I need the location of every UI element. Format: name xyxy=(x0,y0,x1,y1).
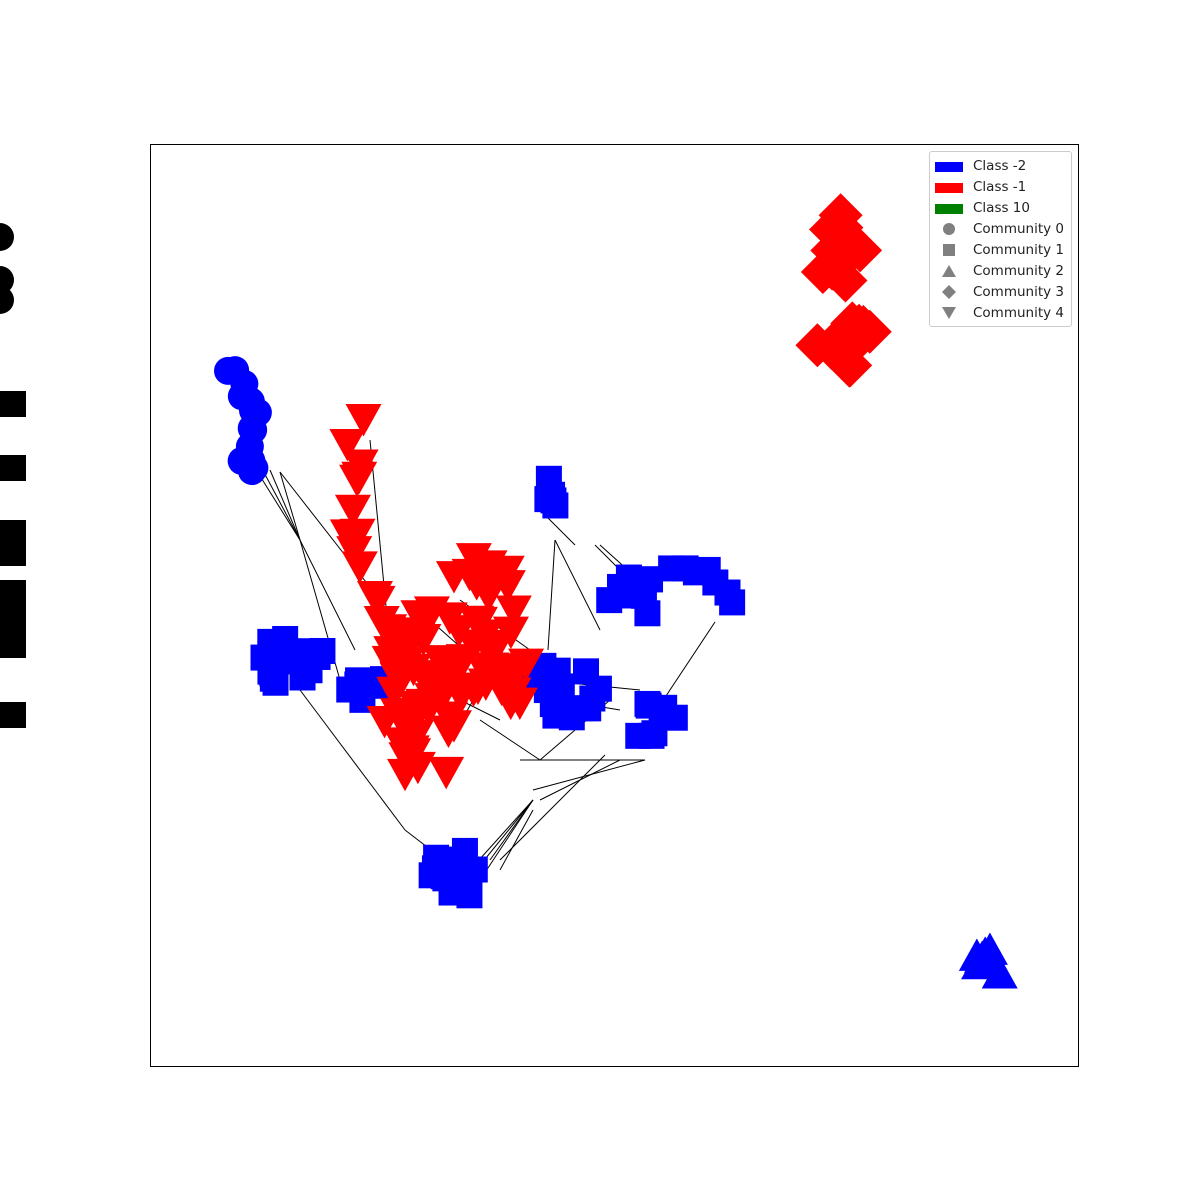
triangle-down-node xyxy=(440,615,477,648)
square-node xyxy=(539,481,566,508)
square-node xyxy=(544,657,571,684)
legend-item-community-3: Community 3 xyxy=(935,281,1066,302)
square-icon xyxy=(935,243,963,257)
graph-edge xyxy=(259,464,301,541)
square-node xyxy=(0,455,26,481)
triangle-down-node xyxy=(479,630,516,663)
legend-label: Class -1 xyxy=(973,178,1027,195)
square-node xyxy=(262,643,289,670)
legend-label: Class -2 xyxy=(973,157,1027,174)
triangle-down-node xyxy=(495,595,532,628)
legend-item-community-4: Community 4 xyxy=(935,302,1066,323)
square-node xyxy=(0,702,26,728)
square-node xyxy=(585,675,612,702)
triangle-up-icon xyxy=(935,264,963,278)
legend-swatch xyxy=(935,180,963,194)
circle-node xyxy=(238,457,267,486)
plot-frame xyxy=(150,144,1079,1067)
diamond-node xyxy=(826,231,871,276)
graph-edge xyxy=(299,689,406,831)
legend-item-class-10: Class 10 xyxy=(935,197,1066,218)
triangle-down-node xyxy=(461,606,498,640)
diamond-node xyxy=(818,193,863,238)
legend-swatch xyxy=(935,159,963,173)
triangle-down-node xyxy=(455,674,492,707)
nodes xyxy=(0,193,1018,989)
circle-node xyxy=(0,223,14,251)
triangle-down-node xyxy=(356,581,393,614)
diamond-node xyxy=(837,303,882,348)
triangle-down-node xyxy=(405,606,442,639)
graph-edge xyxy=(489,799,534,861)
legend-label: Community 4 xyxy=(973,304,1065,321)
triangle-down-node xyxy=(339,464,376,498)
triangle-down-node xyxy=(399,698,436,731)
triangle-down-node xyxy=(458,568,495,601)
triangle-up-node xyxy=(981,956,1018,989)
legend-label: Community 0 xyxy=(973,220,1065,237)
square-node xyxy=(0,580,26,606)
triangle-down-node xyxy=(341,551,378,584)
triangle-down-node xyxy=(405,660,442,693)
triangle-down-node xyxy=(329,519,366,552)
graph-edge xyxy=(659,621,716,706)
square-node xyxy=(442,873,469,900)
square-node xyxy=(0,391,26,417)
triangle-down-node xyxy=(455,543,492,576)
square-node xyxy=(284,648,311,675)
triangle-down-node xyxy=(487,669,524,702)
triangle-down-node xyxy=(345,404,382,437)
square-node xyxy=(0,520,26,546)
square-node xyxy=(0,605,26,631)
triangle-down-node xyxy=(373,636,410,669)
square-node xyxy=(615,564,642,591)
square-node xyxy=(0,631,26,657)
legend-label: Community 2 xyxy=(973,262,1065,279)
circle-node xyxy=(0,286,14,314)
triangle-down-icon xyxy=(935,306,963,320)
legend-label: Class 10 xyxy=(973,199,1030,216)
square-node xyxy=(719,589,746,616)
legend-item-community-0: Community 0 xyxy=(935,218,1066,239)
legend-label: Community 1 xyxy=(973,241,1065,258)
triangle-down-node xyxy=(432,701,469,734)
graph-edge xyxy=(279,471,381,601)
legend-label: Community 3 xyxy=(973,283,1065,300)
triangle-down-node xyxy=(334,494,371,528)
circle-icon xyxy=(935,222,963,236)
diamond-node xyxy=(800,249,845,294)
triangle-down-node xyxy=(329,428,366,462)
square-node xyxy=(661,704,688,731)
triangle-down-node xyxy=(501,687,538,720)
triangle-down-node xyxy=(428,756,465,790)
graph-edge xyxy=(479,799,534,881)
legend-item-class-minus-2: Class -2 xyxy=(935,155,1066,176)
legend: Class -2 Class -1 Class 10 Community 0 C… xyxy=(929,151,1072,327)
square-node xyxy=(542,702,569,729)
legend-item-community-1: Community 1 xyxy=(935,239,1066,260)
legend-swatch xyxy=(935,201,963,215)
diamond-icon xyxy=(935,284,963,299)
legend-item-community-2: Community 2 xyxy=(935,260,1066,281)
graph-edge xyxy=(279,471,301,541)
triangle-up-node xyxy=(961,946,998,980)
graph-edge xyxy=(299,539,356,651)
graph-edge xyxy=(499,754,606,861)
square-node xyxy=(262,669,289,696)
triangle-down-node xyxy=(405,623,442,657)
graph-edge xyxy=(479,719,541,761)
graph-edge xyxy=(547,539,556,651)
legend-item-class-minus-1: Class -1 xyxy=(935,176,1066,197)
graph-edge xyxy=(499,809,534,871)
graph-edge xyxy=(269,469,301,541)
graph-edge xyxy=(554,539,601,631)
triangle-down-node xyxy=(395,738,432,771)
square-node xyxy=(634,690,661,717)
